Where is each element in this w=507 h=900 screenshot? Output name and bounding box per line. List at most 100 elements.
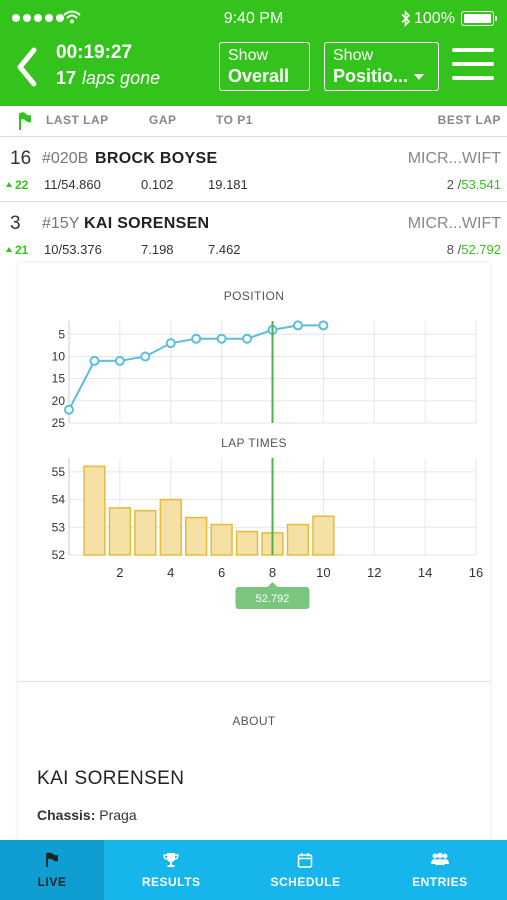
lap-tick-label: 12 [367,565,381,580]
row-position: 3 [10,213,21,234]
people-icon [430,852,449,865]
tab-entries[interactable]: ENTRIES [373,840,507,900]
laptime-bar [185,516,208,556]
table-row[interactable]: 16 22 #020B BROCK BOYSE MICR...WIFT 11/5… [0,138,507,202]
position-delta: 22 [6,178,28,192]
driver-name: BROCK BOYSE [95,150,218,167]
kart-number: #15Y [42,215,80,232]
lap-tick-label: 6 [218,565,225,580]
laptime-tick-label: 55 [52,465,66,479]
position-point [114,355,125,366]
chassis-info: Chassis: Praga [37,807,137,823]
lap-tick-label: 10 [316,565,330,580]
battery-icon [461,11,497,26]
laptime-bar [159,498,182,556]
last-lap: 10/53.376 [44,242,102,257]
position-point [242,333,253,344]
show-position-small: Show [333,47,374,64]
tab-results-label: RESULTS [141,875,201,889]
laps-gone: 17 laps gone [56,68,160,89]
tab-live-label: LIVE [37,875,67,889]
hamburger-menu-icon[interactable] [452,48,494,82]
chassis-value: Praga [99,807,137,823]
row-position: 16 [10,148,32,169]
position-tick-label: 25 [52,416,66,430]
position-point [140,351,151,362]
divider [18,681,490,682]
position-point [64,404,74,415]
position-delta: 21 [6,243,28,257]
lap-tick-label: 8 [269,565,276,580]
position-tick-label: 15 [52,372,66,386]
back-arrow-icon[interactable] [12,44,42,90]
laptimes-chart-title: LAP TIMES [221,436,287,450]
laptime-tick-label: 52 [52,548,66,562]
position-tick-label: 5 [58,327,65,341]
battery-percent: 100% [414,10,455,27]
flag-icon [46,852,58,867]
arrow-up-icon [6,182,12,187]
about-driver-name: KAI SORENSEN [37,768,185,789]
bottom-tab-bar: LIVE RESULTS SCHEDULE ENTRIES [0,840,507,900]
bluetooth-icon [401,10,411,27]
gap: 7.198 [141,242,174,257]
col-to-p1: TO P1 [216,113,253,127]
show-position-value: Positio... [333,66,409,86]
table-row[interactable]: 3 21 #15Y KAI SORENSEN MICR...WIFT 10/53… [0,203,507,263]
status-time: 9:40 PM [223,10,284,27]
last-lap: 11/54.860 [44,177,101,192]
to-p1: 7.462 [208,242,241,257]
laptime-bar [108,507,132,556]
team-name: MICR...WIFT [407,215,501,232]
position-chart-title: POSITION [223,289,285,303]
race-timer: 00:19:27 [56,42,133,63]
show-position-dropdown[interactable]: Show Positio... [324,42,439,91]
position-tick-label: 10 [52,349,66,363]
col-gap: GAP [149,113,177,127]
best-lap: 8 /52.792 [446,242,501,257]
column-header: LAST LAP GAP TO P1 BEST LAP [0,106,507,137]
tab-results[interactable]: RESULTS [104,840,238,900]
show-overall-value: Overall [228,66,290,86]
team-name: MICR...WIFT [407,150,501,167]
marker-label: 52.792 [256,593,290,605]
laptime-bar [210,523,233,556]
laptime-tick-label: 54 [52,493,66,507]
laptime-tick-label: 53 [52,520,66,534]
flag-icon [19,112,31,130]
position-point [318,320,329,331]
arrow-up-icon [6,247,12,252]
app-header: 9:40 PM 100% 00:19:27 17 laps gone Show O… [0,0,507,106]
lap-tick-label: 4 [167,565,174,580]
laptime-bar [235,530,259,556]
driver-detail-card: POSITION LAP TIMES 5 10 15 20 25 52 53 54 55 2 4 6 8… [18,263,490,840]
position-point [216,333,227,344]
position-point [191,333,202,344]
about-title: ABOUT [232,714,276,728]
show-overall-button[interactable]: Show Overall [219,42,310,91]
laptime-bar [83,465,106,556]
tab-entries-label: ENTRIES [412,875,468,889]
calendar-icon [298,853,313,868]
position-point [292,320,303,331]
lap-tick-label: 2 [116,565,123,580]
driver-name: KAI SORENSEN [84,215,210,232]
driver-charts: 5 10 15 20 25 52 53 54 55 2 4 6 8 10 12 14 16 52.792 [52,320,483,609]
chevron-down-icon [414,74,425,81]
marker-pointer [267,582,278,587]
tab-live[interactable]: LIVE [0,840,104,900]
best-lap: 2 /53.541 [446,177,501,192]
tab-schedule[interactable]: SCHEDULE [238,840,372,900]
laps-text: laps gone [82,68,161,88]
wifi-icon [63,10,81,24]
position-point [89,355,100,366]
col-best-lap: BEST LAP [437,113,501,127]
laps-count: 17 [56,68,77,88]
laptime-bar [134,509,157,556]
kart-number: #020B [42,150,89,167]
tab-schedule-label: SCHEDULE [270,875,341,889]
marker-label-box [235,587,310,609]
lap-tick-label: 16 [469,565,483,580]
to-p1: 19.181 [208,177,248,192]
position-tick-label: 20 [52,394,66,408]
